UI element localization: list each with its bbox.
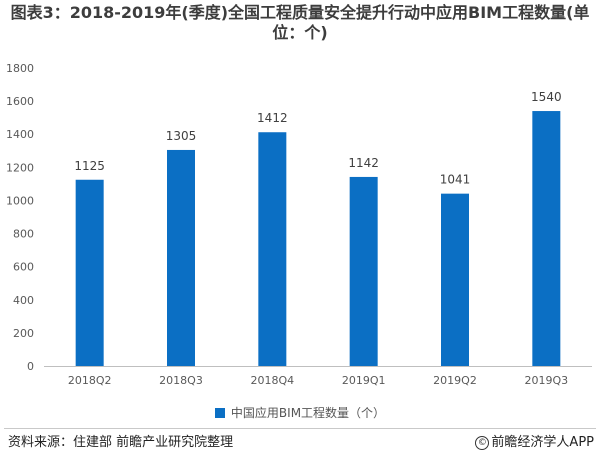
y-tick-label: 800 <box>13 228 34 241</box>
brand-text: 前瞻经济学人APP <box>491 435 594 450</box>
data-label: 1041 <box>440 173 471 187</box>
title-block: 图表3：2018-2019年(季度)全国工程质量安全提升行动中应用BIM工程数量… <box>0 0 600 50</box>
y-tick-label: 600 <box>13 261 34 274</box>
footer-divider <box>4 428 596 429</box>
legend-swatch <box>214 407 225 418</box>
data-label: 1125 <box>74 159 105 173</box>
y-tick-label: 400 <box>13 294 34 307</box>
data-label: 1540 <box>531 90 562 104</box>
legend: 中国应用BIM工程数量（个） <box>0 404 600 421</box>
bar <box>532 111 561 366</box>
x-tick-label: 2018Q3 <box>159 374 203 387</box>
y-tick-label: 1200 <box>6 161 34 174</box>
legend-label: 中国应用BIM工程数量（个） <box>230 406 386 420</box>
x-tick-label: 2018Q2 <box>68 374 112 387</box>
chart-title: 图表3：2018-2019年(季度)全国工程质量安全提升行动中应用BIM工程数量… <box>10 3 590 42</box>
data-label: 1412 <box>257 111 288 125</box>
x-tick-label: 2018Q4 <box>251 374 295 387</box>
footer: 资料来源：住建部 前瞻产业研究院整理 © 前瞻经济学人APP <box>4 432 596 454</box>
copyright-icon: © <box>475 436 490 450</box>
data-label: 1305 <box>166 129 197 143</box>
bar <box>167 149 195 366</box>
y-tick-label: 1400 <box>6 128 34 141</box>
bar <box>258 132 287 366</box>
y-tick-label: 0 <box>27 360 34 373</box>
x-tick-label: 2019Q2 <box>433 374 477 387</box>
y-tick-label: 1800 <box>6 62 34 75</box>
bar <box>441 193 469 366</box>
y-tick-label: 1000 <box>6 194 34 207</box>
y-tick-label: 1600 <box>6 95 34 108</box>
brand: © 前瞻经济学人APP <box>475 432 594 454</box>
y-tick-label: 200 <box>13 327 34 340</box>
x-tick-label: 2019Q1 <box>342 374 386 387</box>
bar <box>75 179 104 366</box>
bar <box>349 176 378 366</box>
data-label: 1142 <box>348 156 379 170</box>
source-text: 资料来源：住建部 前瞻产业研究院整理 <box>8 435 234 450</box>
x-tick-label: 2019Q3 <box>525 374 569 387</box>
bar-chart: 0 200 400 600 800 1000 1200 1400 1600 1800 1125 201… <box>6 62 592 387</box>
